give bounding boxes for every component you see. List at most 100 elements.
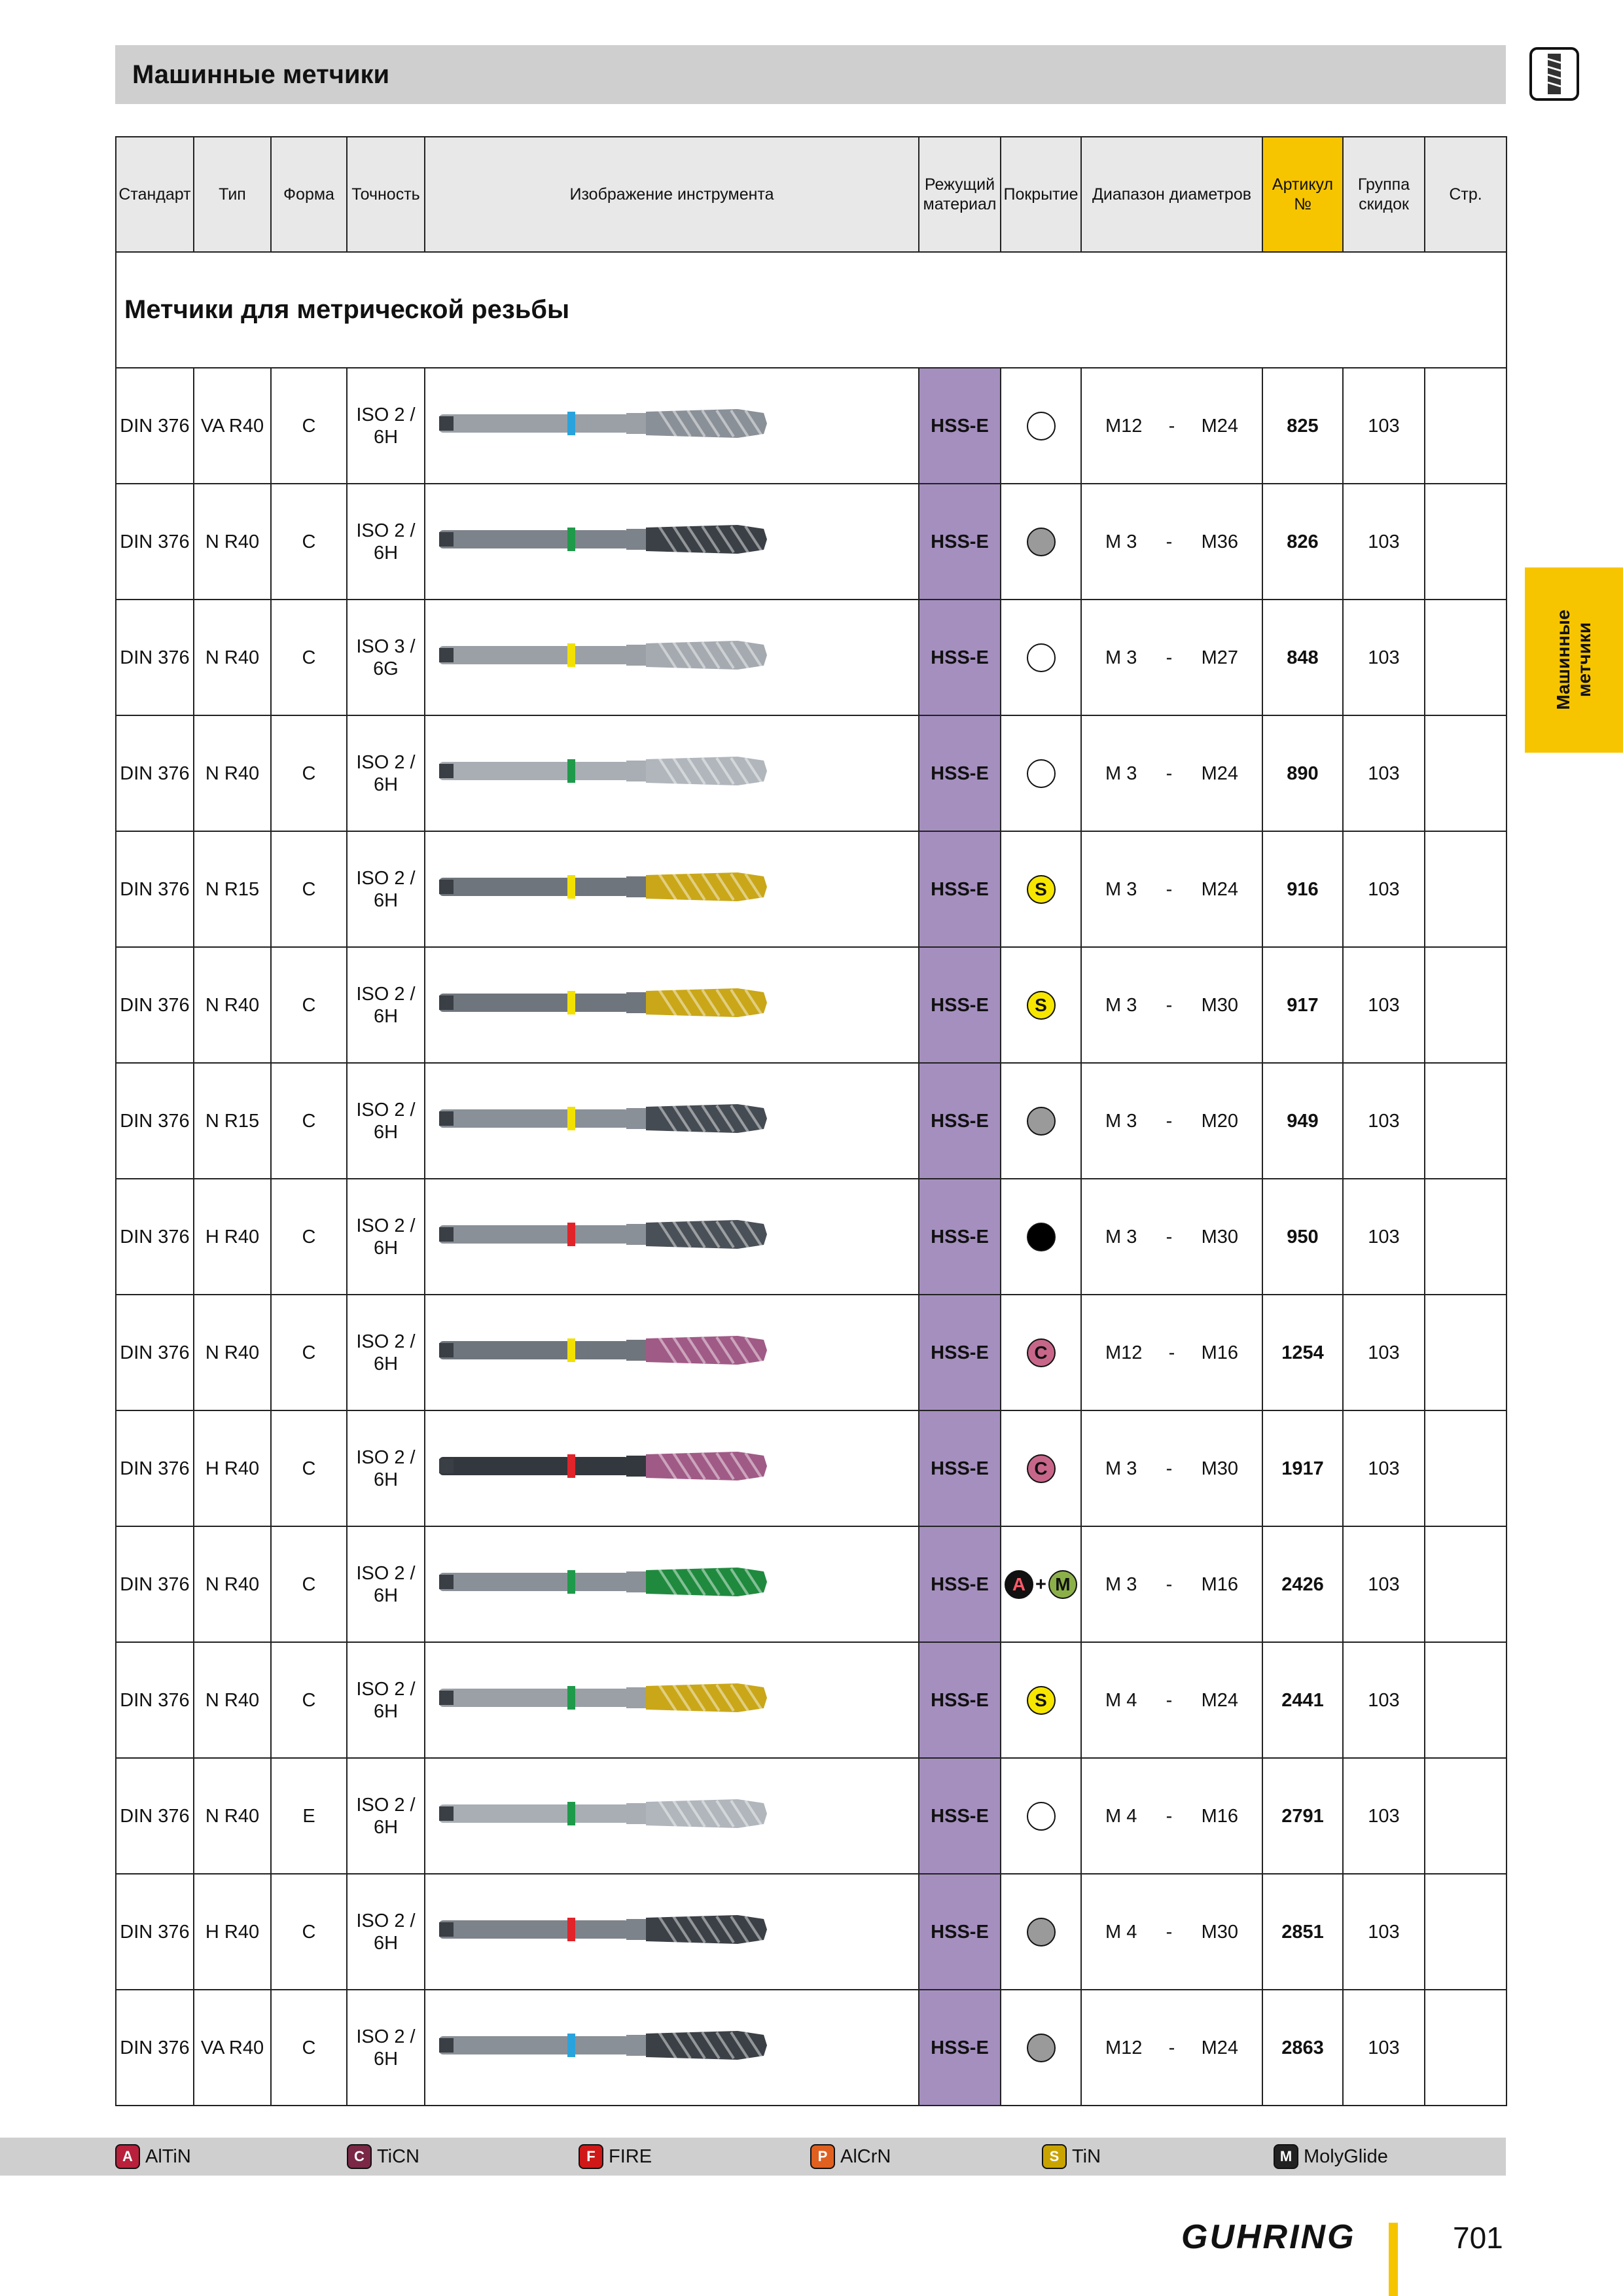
coating-badge [1026, 2033, 1056, 2062]
tool-shank-end [438, 1574, 454, 1589]
product-row: DIN 376 N R40 C ISO 2 / 6H HSS-E M 3 - M36 826 10… [115, 483, 1507, 600]
tool-flute-groove [729, 641, 749, 669]
tool-band [567, 2033, 575, 2057]
tool-flute-groove [671, 757, 692, 785]
coating-badge: S [1026, 874, 1056, 904]
tool-flute [645, 524, 767, 554]
accuracy: ISO 2 / 6H [346, 1294, 425, 1411]
standard: DIN 376 [115, 946, 194, 1064]
form: C [270, 599, 348, 716]
form: C [270, 1526, 348, 1643]
tool-image-cell [424, 1757, 919, 1874]
range-line: M 3 - M30 [1082, 994, 1261, 1016]
tool-flute-groove [657, 1915, 677, 1943]
page-ref [1424, 715, 1507, 832]
discount-group: 103 [1342, 367, 1425, 484]
tool-flute [645, 1683, 767, 1712]
tool-flute-groove [743, 1220, 764, 1248]
range-from: M 4 [1105, 1805, 1137, 1827]
standard: DIN 376 [115, 1989, 194, 2106]
tool-flute-groove [729, 409, 749, 437]
tool-image-cell [424, 1641, 919, 1759]
tool-flute-groove [729, 1220, 749, 1248]
brand-logo: GUHRING [1181, 2218, 1356, 2256]
material: HSS-E [918, 1526, 1001, 1643]
form: C [270, 1178, 348, 1295]
tool-flute-groove [700, 525, 721, 553]
tool-shank [438, 1456, 629, 1475]
tool-shank [438, 1109, 629, 1128]
range-line: M 3 - M30 [1082, 1458, 1261, 1480]
tool-shank-end [438, 1227, 454, 1242]
legend-icon: A [115, 2144, 140, 2169]
legend-item: M MolyGlide [1274, 2138, 1388, 2176]
discount-group: 103 [1342, 1873, 1425, 1990]
tool-flute [645, 1914, 767, 1944]
tool-flute-groove [743, 525, 764, 553]
tool-flute-groove [729, 1799, 749, 1827]
tool-flute [645, 1335, 767, 1365]
tool-shank-end [438, 647, 454, 662]
type: H R40 [193, 1178, 272, 1295]
range-separator: - [1166, 1458, 1173, 1479]
page-ref [1424, 599, 1507, 716]
coating-badge: C [1026, 1454, 1056, 1483]
tool-image [438, 1335, 767, 1365]
tool-band [567, 1222, 575, 1246]
tool-flute-groove [657, 2031, 677, 2059]
column-header: Покрытие [1000, 136, 1082, 253]
legend-icon: F [579, 2144, 603, 2169]
range-to: M20 [1201, 1110, 1238, 1132]
tool-flute-groove [686, 525, 706, 553]
tool-flute-groove [743, 1915, 764, 1943]
tool-flute-groove [715, 1104, 735, 1132]
tool-image-cell [424, 946, 919, 1064]
column-header: Диапазон диаметров [1080, 136, 1263, 253]
coating-badge [1026, 527, 1056, 556]
coating [1000, 1178, 1082, 1295]
column-header: Артикул № [1262, 136, 1344, 253]
type: N R40 [193, 483, 272, 600]
tool-flute-groove [700, 1336, 721, 1364]
section-row: Метчики для метрической резьбы [115, 251, 1507, 368]
tool-flute-groove [700, 1452, 721, 1480]
tool-image-cell [424, 1294, 919, 1411]
tool-image-cell [424, 1873, 919, 1990]
product-row: DIN 376 H R40 C ISO 2 / 6H HSS-E M 4 - M30 2851 1… [115, 1873, 1507, 1990]
tool-flute-groove [686, 641, 706, 669]
product-row: DIN 376 N R40 C ISO 2 / 6H HSS-E A + M M 3 - M16 24… [115, 1526, 1507, 1643]
column-header: Точность [346, 136, 425, 253]
tool-flute-groove [715, 1799, 735, 1827]
tool-flute-groove [700, 409, 721, 437]
range-separator: - [1166, 1573, 1173, 1595]
article-number: 950 [1262, 1178, 1344, 1295]
legend-icon: P [810, 2144, 835, 2169]
coating: A + M [1000, 1526, 1082, 1643]
diameter-range: M 3 - M16 [1080, 1526, 1263, 1643]
range-from: M 3 [1105, 531, 1137, 552]
coating-badge [1026, 759, 1056, 788]
tool-flute [645, 640, 767, 670]
tool-shank-end [438, 1806, 454, 1821]
tool-band [567, 1685, 575, 1710]
diameter-range: M 3 - M24 [1080, 715, 1263, 832]
article-number: 890 [1262, 715, 1344, 832]
tool-flute-groove [686, 1915, 706, 1943]
accuracy: ISO 2 / 6H [346, 1062, 425, 1179]
tool-flute-groove [686, 1568, 706, 1596]
tool-image-cell [424, 367, 919, 484]
tool-flute [645, 872, 767, 901]
legend-icon: S [1042, 2144, 1067, 2169]
column-header: Тип [193, 136, 272, 253]
standard: DIN 376 [115, 1062, 194, 1179]
material: HSS-E [918, 831, 1001, 948]
tool-image [438, 1914, 767, 1944]
range-separator: - [1166, 1226, 1173, 1247]
page-ref [1424, 946, 1507, 1064]
accuracy: ISO 2 / 6H [346, 1873, 425, 1990]
range-line: M 3 - M24 [1082, 878, 1261, 901]
range-from: M 3 [1105, 878, 1137, 900]
range-from: M 4 [1105, 1689, 1137, 1711]
